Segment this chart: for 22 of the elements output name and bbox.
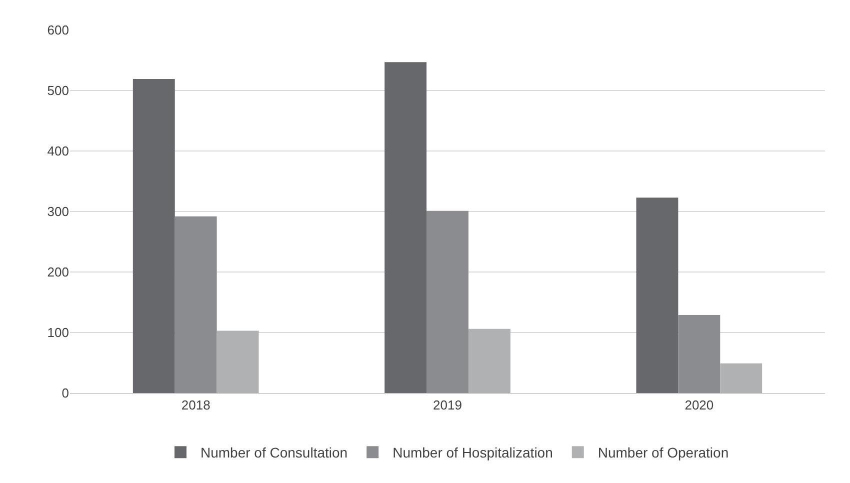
x-tick-label: 2019 xyxy=(433,398,462,413)
y-tick-label: 100 xyxy=(47,325,69,340)
y-tick-label: 0 xyxy=(62,386,69,401)
legend-label: Number of Operation xyxy=(598,444,729,461)
legend-label: Number of Consultation xyxy=(200,444,348,461)
bar xyxy=(216,330,259,393)
y-tick-label: 300 xyxy=(47,204,69,220)
bar xyxy=(636,198,678,393)
y-tick-label: 400 xyxy=(47,144,69,159)
bar xyxy=(678,314,720,393)
bar xyxy=(468,328,510,393)
y-tick-label: 500 xyxy=(47,83,69,98)
x-tick-label: 2018 xyxy=(181,398,210,413)
y-tick-label: 200 xyxy=(47,264,69,280)
bar xyxy=(426,210,468,393)
bar xyxy=(174,216,217,393)
bar xyxy=(132,79,175,393)
bar xyxy=(384,62,427,393)
bar xyxy=(720,363,762,393)
legend-label: Number of Hospitalization xyxy=(392,444,553,461)
y-tick-label: 600 xyxy=(47,22,69,38)
x-tick-label: 2020 xyxy=(684,398,714,413)
